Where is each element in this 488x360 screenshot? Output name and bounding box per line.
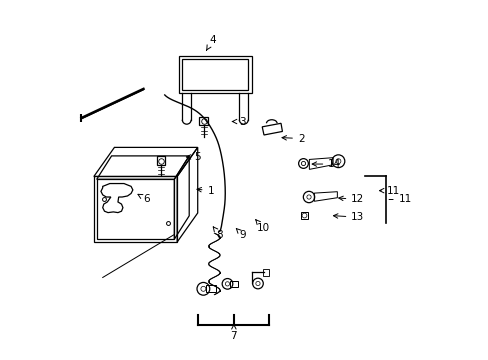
Text: 3: 3 bbox=[232, 117, 245, 126]
Text: 11: 11 bbox=[379, 186, 399, 195]
Text: 13: 13 bbox=[333, 212, 364, 222]
Text: 8: 8 bbox=[213, 227, 223, 240]
Text: 2: 2 bbox=[282, 134, 304, 144]
Text: 4: 4 bbox=[206, 35, 216, 50]
Text: 9: 9 bbox=[236, 229, 245, 240]
Text: 5: 5 bbox=[186, 152, 201, 162]
Text: 1: 1 bbox=[197, 186, 214, 195]
Text: 10: 10 bbox=[255, 220, 269, 233]
Text: 12: 12 bbox=[338, 194, 364, 204]
Text: 14: 14 bbox=[311, 159, 341, 169]
Text: 7: 7 bbox=[230, 325, 237, 341]
Text: 6: 6 bbox=[138, 194, 150, 204]
Text: 11: 11 bbox=[388, 194, 411, 204]
